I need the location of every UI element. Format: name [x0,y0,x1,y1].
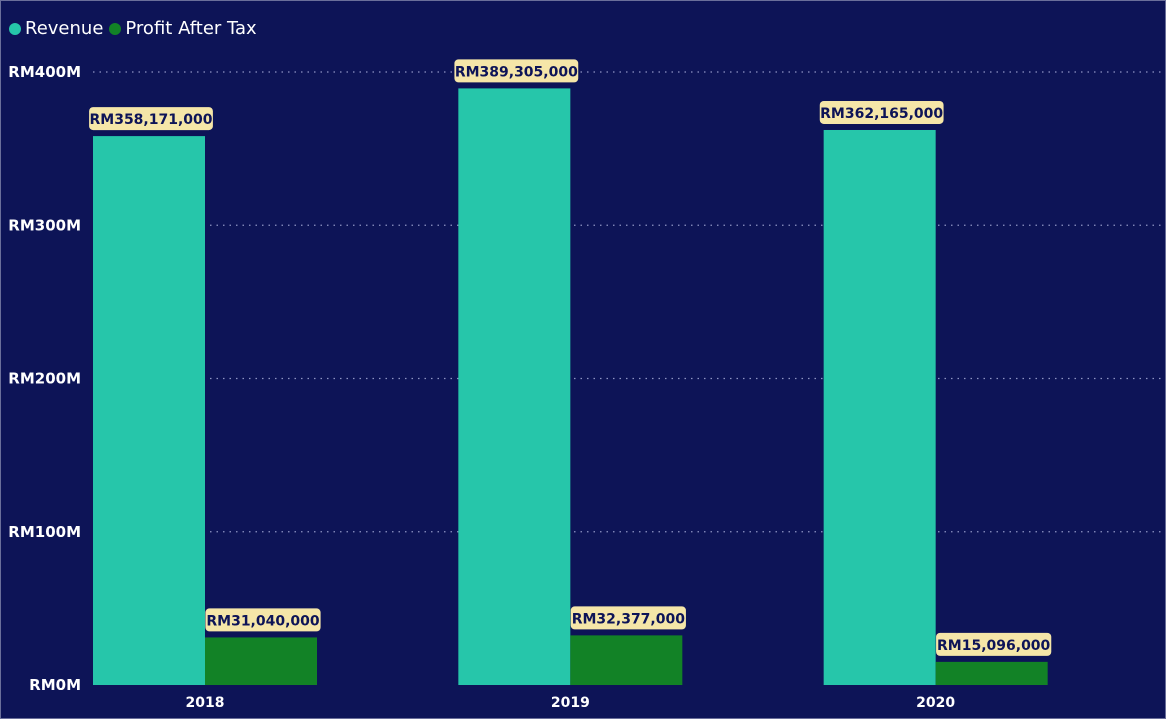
data-label-background [819,100,944,124]
data-label-background [89,107,213,131]
bar-profit-after-tax-2018 [205,637,317,685]
legend-dot-revenue [9,22,21,35]
legend-item-profit-after-tax[interactable]: Profit After Tax [109,18,257,39]
data-label-background [454,59,579,83]
legend-dot-profit-after-tax [109,22,122,35]
data-label: RM389,305,000 [455,64,578,80]
bar-revenue-2018 [93,136,205,686]
data-label: RM358,171,000 [89,112,212,128]
y-tick-label: RM0M [29,676,81,694]
bar-profit-after-tax-2019 [570,635,683,685]
x-tick-label: 2018 [186,695,225,711]
bar-profit-after-tax-2020 [935,661,1048,685]
legend-label-profit-after-tax: Profit After Tax [125,18,257,39]
chart-legend[interactable]: Revenue Profit After Tax [9,18,263,39]
data-label-background [205,608,321,632]
bar-revenue-2020 [823,129,936,686]
legend-item-revenue[interactable]: Revenue [9,18,103,39]
legend-label-revenue: Revenue [25,18,104,39]
bar-revenue-2019 [458,88,571,686]
x-tick-label: 2019 [551,695,590,711]
data-label-background [570,606,686,630]
y-tick-label: RM300M [8,216,81,234]
data-label: RM362,165,000 [820,106,943,122]
data-label-background [936,632,1052,656]
x-tick-label: 2020 [916,695,955,711]
y-tick-label: RM200M [8,370,81,388]
data-label: RM15,096,000 [937,638,1051,654]
y-tick-label: RM400M [8,63,81,81]
data-label: RM31,040,000 [206,613,320,629]
y-tick-label: RM100M [8,523,81,541]
data-label: RM32,377,000 [572,611,686,627]
